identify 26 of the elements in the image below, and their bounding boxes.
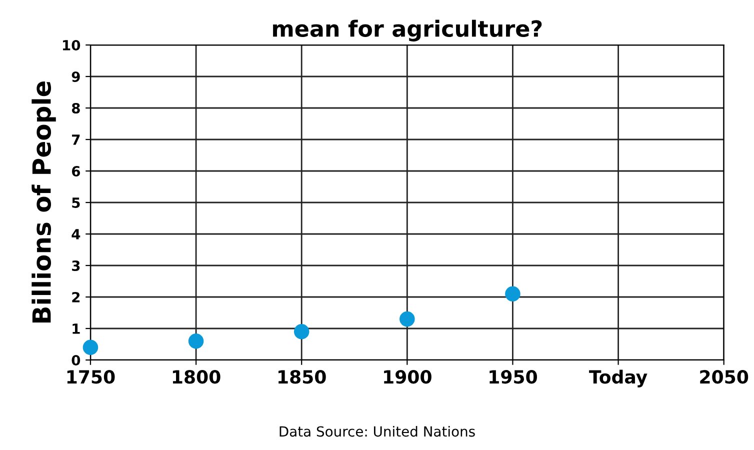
source-note: Data Source: United Nations (280, 426, 475, 437)
x-tick-label: 2050 (700, 370, 748, 384)
y-tick-label: 2 (72, 292, 80, 302)
x-tick-label: 1900 (384, 370, 432, 384)
point (505, 286, 520, 302)
y-tick-label: 5 (72, 198, 80, 208)
y-tick-label: 10 (62, 40, 80, 50)
y-tick-label: 9 (72, 71, 80, 82)
x-tick-label: 1850 (278, 370, 326, 384)
y-tick-label: 8 (72, 102, 80, 114)
x-tick-label: 1950 (490, 370, 537, 384)
y-tick-label: 1 (72, 324, 80, 334)
y-tick-label: 4 (72, 229, 80, 240)
x-tick-label: Today (589, 370, 648, 388)
point (294, 324, 310, 340)
y-axis-title: Billions of People (32, 81, 56, 322)
y-tick-label: 3 (72, 260, 80, 271)
y-tick-label: 6 (72, 166, 80, 176)
point (82, 340, 98, 356)
y-tick-label: 7 (72, 134, 80, 145)
y-tick-label: 0 (72, 354, 80, 366)
point (400, 311, 415, 327)
point (188, 333, 204, 349)
x-tick-label: 1800 (172, 370, 220, 384)
chart-title: mean for agriculture? (273, 20, 542, 42)
x-tick-label: 1750 (67, 370, 115, 384)
